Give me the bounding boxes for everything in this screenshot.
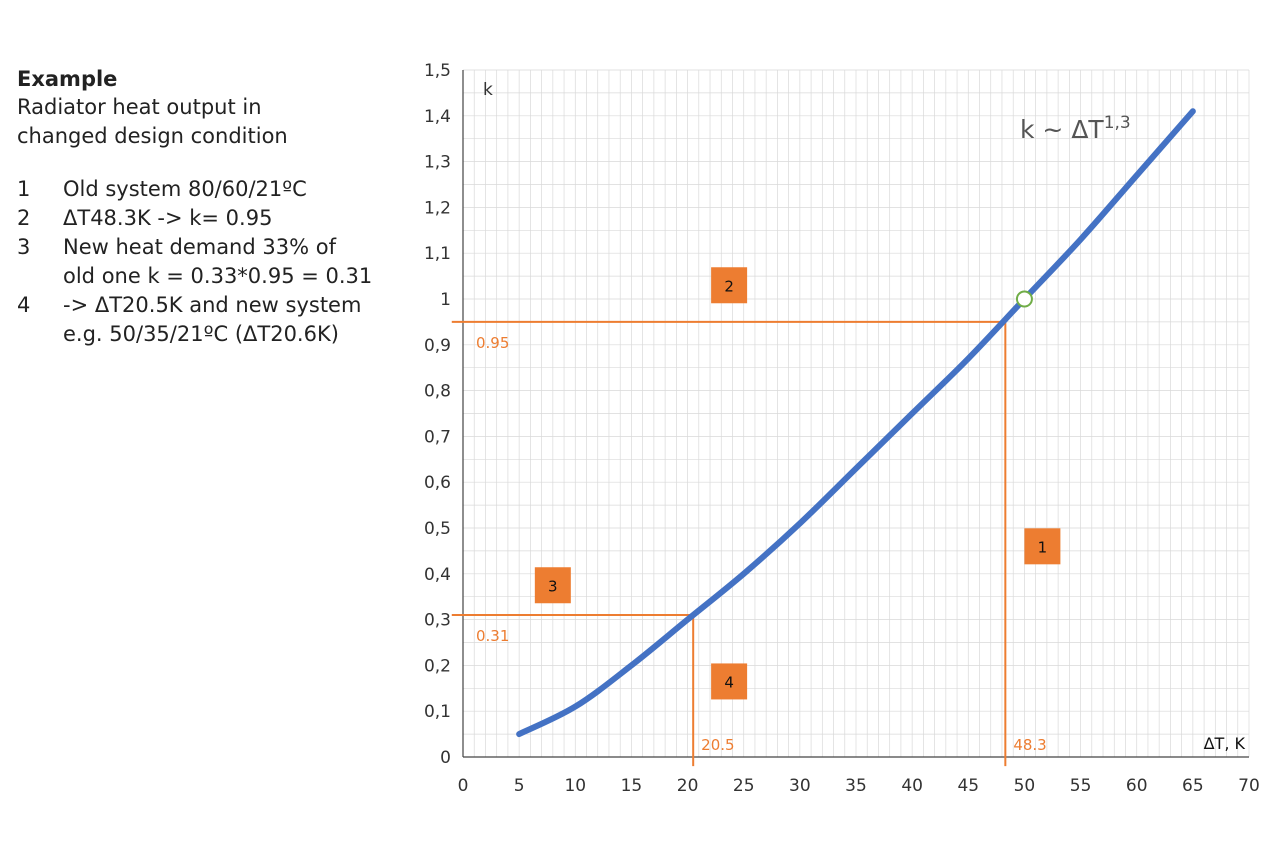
step-list: 1 Old system 80/60/21ºC 2 ΔT48.3K -> k= … bbox=[17, 175, 407, 349]
step-marker bbox=[1024, 528, 1061, 565]
y-tick-label: 1,2 bbox=[424, 198, 451, 218]
step-text: ΔT48.3K -> k= 0.95 bbox=[63, 206, 273, 230]
description-line: changed design condition bbox=[17, 124, 288, 148]
y-tick-label: 0,8 bbox=[424, 382, 451, 402]
x-tick-label: 60 bbox=[1126, 776, 1148, 796]
example-description: Radiator heat output in changed design c… bbox=[17, 93, 407, 151]
step-text: -> ΔT20.5K and new system bbox=[63, 293, 362, 317]
x-tick-label: 35 bbox=[845, 776, 867, 796]
x-tick-label: 20 bbox=[677, 776, 699, 796]
step-number: 1 bbox=[17, 177, 31, 201]
step-item: 4 -> ΔT20.5K and new system e.g. 50/35/2… bbox=[17, 291, 407, 349]
y-tick-label: 1,3 bbox=[424, 153, 451, 173]
step-marker-label: 4 bbox=[724, 673, 734, 691]
y-tick-label: 0,9 bbox=[424, 336, 451, 356]
y-tick-label: 1,4 bbox=[424, 107, 451, 127]
y-tick-label: 1,5 bbox=[424, 61, 451, 81]
x-tick-label: 25 bbox=[733, 776, 755, 796]
y-tick-label: 1 bbox=[440, 290, 451, 310]
y-tick-label: 0,1 bbox=[424, 702, 451, 722]
y-tick-label: 0,2 bbox=[424, 656, 451, 676]
y-tick-label: 0 bbox=[440, 748, 451, 768]
step-number: 3 bbox=[17, 235, 31, 259]
guide-value-label: 0.31 bbox=[476, 627, 509, 645]
step-text: Old system 80/60/21ºC bbox=[63, 177, 307, 201]
y-tick-label: 0,5 bbox=[424, 519, 451, 539]
step-number: 2 bbox=[17, 206, 31, 230]
step-marker-label: 3 bbox=[548, 577, 558, 595]
x-tick-label: 15 bbox=[621, 776, 643, 796]
x-tick-label: 70 bbox=[1238, 776, 1260, 796]
y-tick-label: 0,3 bbox=[424, 611, 451, 631]
step-item: 2 ΔT48.3K -> k= 0.95 bbox=[17, 204, 407, 233]
x-tick-label: 65 bbox=[1182, 776, 1204, 796]
x-tick-label: 5 bbox=[514, 776, 525, 796]
x-tick-label: 40 bbox=[901, 776, 923, 796]
reference-point bbox=[1015, 290, 1033, 308]
example-heading: Example bbox=[17, 67, 118, 91]
step-number: 4 bbox=[17, 293, 31, 317]
guide-value-label: 20.5 bbox=[701, 736, 734, 754]
guide-value-label: 48.3 bbox=[1013, 736, 1046, 754]
step-item: 3 New heat demand 33% of old one k = 0.3… bbox=[17, 233, 407, 291]
description-line: Radiator heat output in bbox=[17, 95, 262, 119]
x-tick-label: 30 bbox=[789, 776, 811, 796]
x-tick-label: 55 bbox=[1070, 776, 1092, 796]
step-marker-label: 2 bbox=[724, 277, 734, 295]
x-axis-label: ΔT, K bbox=[1204, 734, 1246, 753]
y-tick-label: 0,6 bbox=[424, 473, 451, 493]
step-text: old one k = 0.33*0.95 = 0.31 bbox=[63, 264, 373, 288]
formula-exponent: 1,3 bbox=[1104, 113, 1131, 133]
step-marker bbox=[711, 267, 748, 304]
y-tick-label: 0,4 bbox=[424, 565, 451, 585]
grid bbox=[462, 69, 1250, 758]
guide-value-label: 0.95 bbox=[476, 334, 509, 352]
step-text: e.g. 50/35/21ºC (ΔT20.6K) bbox=[63, 322, 339, 346]
step-text: New heat demand 33% of bbox=[63, 235, 336, 259]
step-marker-label: 1 bbox=[1038, 538, 1048, 556]
x-tick-label: 45 bbox=[957, 776, 979, 796]
x-tick-label: 0 bbox=[458, 776, 469, 796]
x-tick-label: 50 bbox=[1014, 776, 1036, 796]
step-marker bbox=[711, 663, 748, 700]
x-tick-label: 10 bbox=[564, 776, 586, 796]
example-panel: Example Radiator heat output in changed … bbox=[17, 66, 407, 349]
y-tick-label: 0,7 bbox=[424, 427, 451, 447]
y-tick-label: 1,1 bbox=[424, 244, 451, 264]
series-line bbox=[516, 108, 1196, 738]
step-marker bbox=[534, 567, 571, 604]
step-item: 1 Old system 80/60/21ºC bbox=[17, 175, 407, 204]
y-axis-label: k bbox=[483, 80, 493, 100]
